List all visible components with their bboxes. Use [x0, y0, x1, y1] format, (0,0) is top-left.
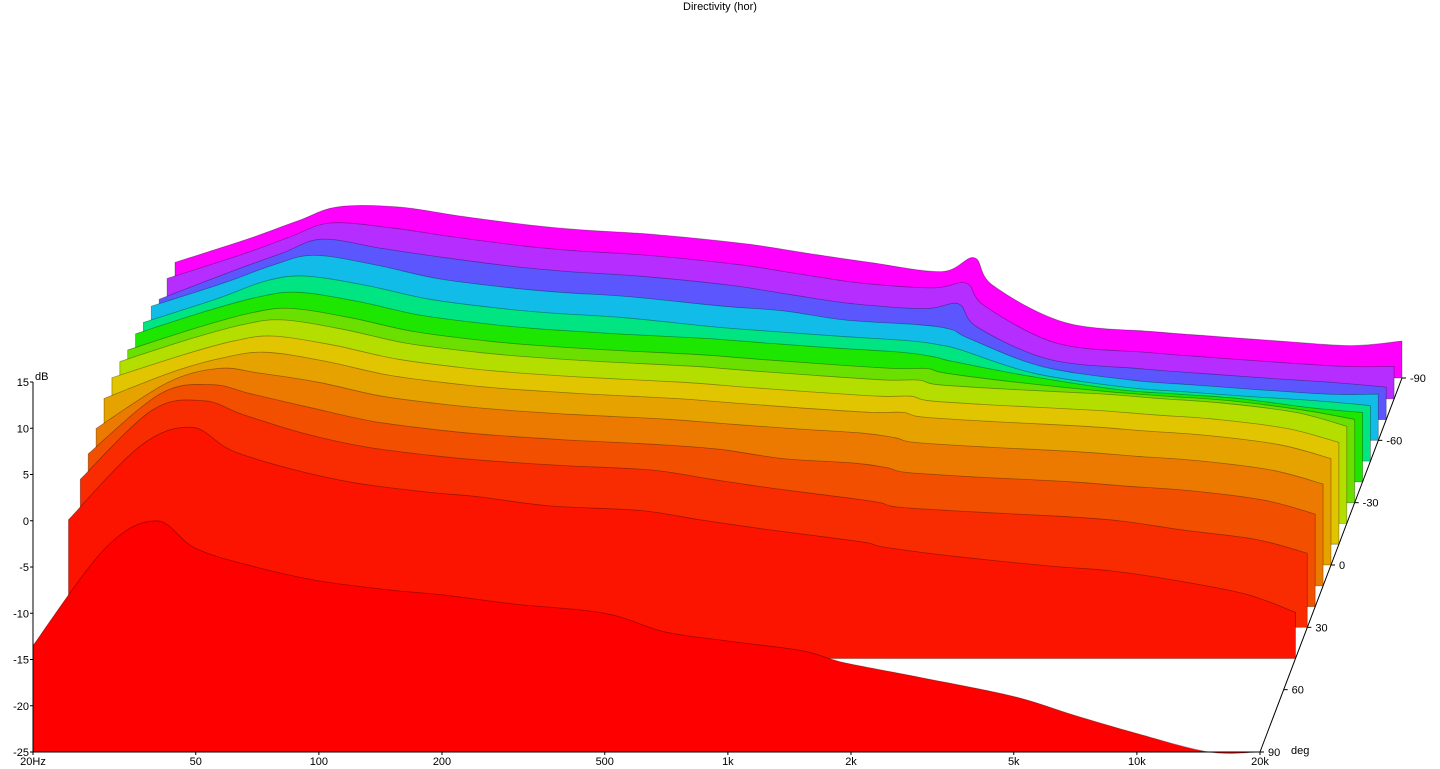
- y-tick-label: 5: [23, 470, 29, 482]
- y-tick-label: 0: [23, 516, 29, 528]
- z-tick-label: -90: [1410, 373, 1426, 385]
- y-tick-label: -10: [13, 608, 29, 620]
- z-tick-label: -60: [1386, 435, 1402, 447]
- y-tick-label: 15: [17, 377, 29, 389]
- x-tick-label: 2k: [845, 756, 857, 768]
- z-tick-label: 60: [1292, 685, 1304, 697]
- x-tick-label: 100: [310, 756, 328, 768]
- x-tick-label: 20k: [1251, 756, 1269, 768]
- z-tick-label: 90: [1268, 747, 1280, 759]
- y-tick-label: 10: [17, 423, 29, 435]
- y-axis-label: dB: [35, 371, 48, 383]
- z-tick-label: -30: [1363, 498, 1379, 510]
- y-tick-label: -15: [13, 655, 29, 667]
- waterfall-layers: [32, 205, 1403, 754]
- x-tick-label: 20Hz: [20, 756, 46, 768]
- chart-title: Directivity (hor): [683, 1, 757, 13]
- series-area-90deg: [32, 520, 1261, 754]
- y-tick-label: -5: [19, 562, 29, 574]
- x-tick-label: 200: [433, 756, 451, 768]
- x-tick-label: 1k: [722, 756, 734, 768]
- y-tick-label: -20: [13, 701, 29, 713]
- z-tick-label: 0: [1339, 560, 1345, 572]
- x-tick-label: 10k: [1128, 756, 1146, 768]
- y-tick-label: -25: [13, 747, 29, 759]
- x-tick-label: 500: [596, 756, 614, 768]
- x-tick-label: 5k: [1008, 756, 1020, 768]
- z-tick-label: 30: [1315, 622, 1327, 634]
- z-axis-label: deg: [1291, 745, 1309, 757]
- x-tick-label: 50: [190, 756, 202, 768]
